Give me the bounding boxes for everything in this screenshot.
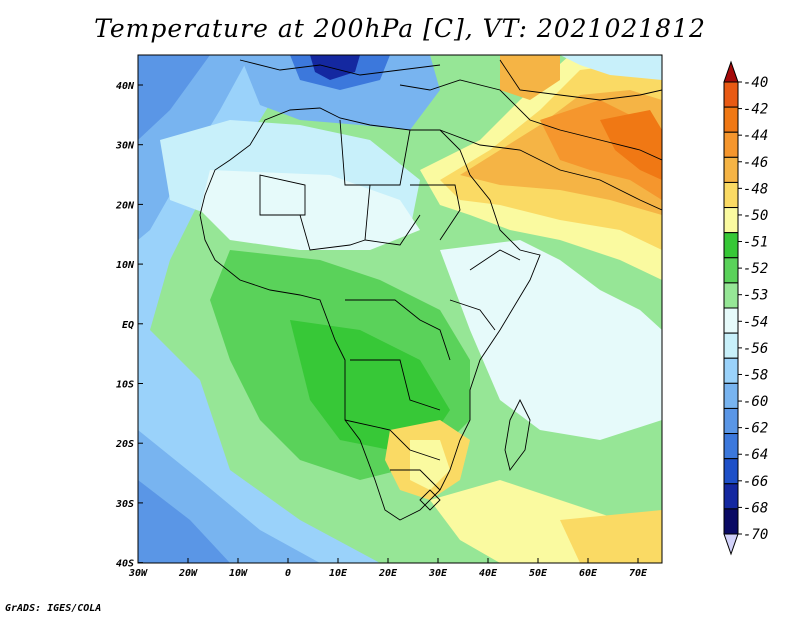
colorbar-label: -54 <box>743 314 768 330</box>
lon-tick-label: 70E <box>629 568 648 579</box>
colorbar-box <box>723 433 739 460</box>
lon-tick-label: 40E <box>479 568 498 579</box>
lon-tick-label: 10E <box>329 568 348 579</box>
colorbar-box <box>723 232 739 259</box>
colorbar-label: -46 <box>743 155 768 171</box>
colorbar-box <box>723 106 739 133</box>
lat-tick-label: 20N <box>115 200 135 211</box>
country-borders <box>199 59 662 521</box>
colorbar-label: -60 <box>743 394 768 410</box>
lon-tick-label: 30W <box>128 568 148 579</box>
lon-tick-label: 60E <box>579 568 598 579</box>
latitude-axis: 40N 30N 20N 10N EQ 10S 20S 30S 40S <box>115 81 143 570</box>
colorbar-box <box>723 382 739 409</box>
grads-credit: GrADS: IGES/COLA <box>5 603 102 614</box>
lat-tick-label: 30S <box>115 499 134 510</box>
colorbar-label: -51 <box>743 235 768 251</box>
colorbar-label: -48 <box>743 181 768 197</box>
lat-tick-label: 20S <box>115 439 134 450</box>
colorbar-top-arrow <box>723 60 739 83</box>
lat-tick-label: EQ <box>122 320 134 331</box>
colorbar-box <box>723 357 739 384</box>
colorbar-label: -58 <box>743 367 768 383</box>
lon-tick-label: 10W <box>229 568 248 579</box>
colorbar-box <box>723 207 739 234</box>
colorbar-box <box>723 458 739 485</box>
colorbar-box <box>723 81 739 108</box>
map-frame <box>137 54 663 564</box>
lon-tick-label: 0 <box>285 568 291 579</box>
colorbar-box <box>723 407 739 435</box>
colorbar-box <box>723 156 739 183</box>
colorbar-label: -70 <box>743 527 768 543</box>
lat-tick-label: 10S <box>116 380 134 391</box>
lat-tick-label: 40S <box>116 559 134 570</box>
colorbar-label: -44 <box>743 128 768 144</box>
longitude-axis: 30W 20W 10W 0 10E 20E 30E 40E 50E 60E 70E <box>128 558 648 579</box>
colorbar-box <box>723 282 739 309</box>
lat-tick-label: 30N <box>115 141 135 152</box>
colorbar-label: -64 <box>743 447 768 463</box>
colorbar-box <box>723 508 739 535</box>
colorbar-bottom-arrow <box>723 533 739 556</box>
lon-tick-label: 20W <box>178 568 198 579</box>
colorbar-box <box>723 307 739 334</box>
colorbar-label: -40 <box>743 75 768 91</box>
colorbar-box <box>723 131 739 158</box>
lon-tick-label: 50E <box>529 568 548 579</box>
colorbar-label: -62 <box>743 421 768 437</box>
colorbar-box <box>723 181 739 209</box>
lon-tick-label: 20E <box>378 568 398 579</box>
lat-tick-label: 40N <box>116 81 135 92</box>
colorbar-box <box>723 257 739 284</box>
colorbar-label: -52 <box>743 261 768 277</box>
colorbar-label: -56 <box>743 341 768 357</box>
colorbar-label: -42 <box>743 102 768 118</box>
colorbar-label: -53 <box>743 288 768 304</box>
colorbar-box <box>723 483 739 510</box>
colorbar-box <box>723 332 739 359</box>
colorbar: -40 -42 -44 -46 -48 -50 -51 -52 -53 -54 -56 -58 -60 -… <box>723 60 768 556</box>
colorbar-label: -66 <box>743 474 768 490</box>
colorbar-label: -68 <box>743 500 768 516</box>
colorbar-label: -50 <box>743 208 768 224</box>
lon-tick-label: 30E <box>428 568 448 579</box>
map-title: Temperature at 200hPa [C], VT: 202102181… <box>94 14 706 43</box>
lat-tick-label: 10N <box>116 260 135 271</box>
temperature-field <box>138 55 662 563</box>
